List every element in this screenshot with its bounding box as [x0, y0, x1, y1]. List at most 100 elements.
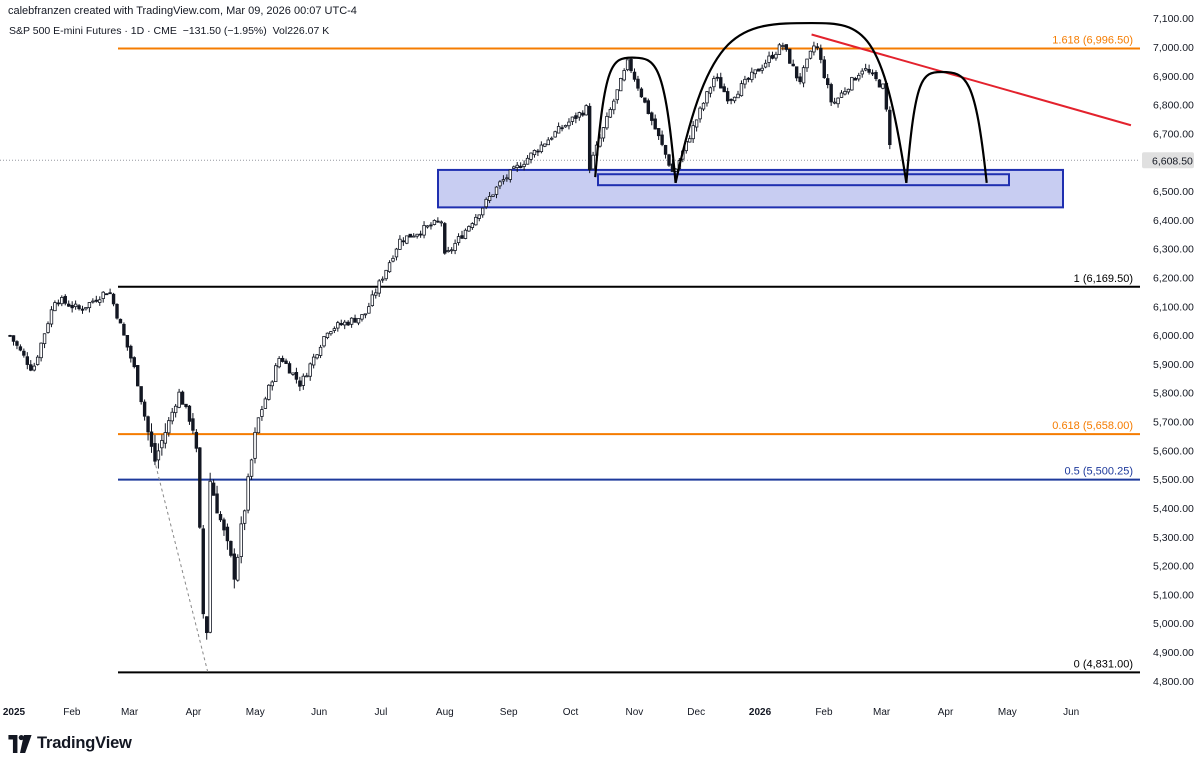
y-tick-label: 6,500.00 — [1153, 186, 1194, 198]
candle-up — [101, 291, 105, 299]
x-tick-label: Jul — [375, 707, 388, 718]
candle-up — [843, 91, 847, 95]
fib-level-label: 0.5 (5,500.25) — [1065, 466, 1134, 478]
descending-trendline — [811, 33, 1132, 127]
candle-down — [15, 341, 19, 346]
y-tick-label: 5,100.00 — [1153, 589, 1194, 601]
candle-down — [587, 105, 592, 171]
candle-down — [132, 357, 136, 368]
candle-up — [753, 69, 757, 75]
candle-up — [412, 235, 416, 238]
symbol-name[interactable]: S&P 500 E-mini Futures · 1D · CME — [9, 25, 177, 37]
y-tick-label: 5,800.00 — [1153, 388, 1194, 400]
candle-up — [422, 225, 426, 236]
candle-up — [246, 476, 250, 511]
candle-up — [570, 116, 575, 122]
candle-up — [698, 107, 702, 120]
candle-up — [615, 89, 619, 101]
candle-down — [56, 302, 61, 305]
candle-up — [377, 280, 381, 294]
candle-down — [715, 76, 720, 79]
candle-down — [339, 323, 343, 326]
candle-up — [688, 138, 692, 143]
candle-down — [822, 59, 826, 78]
candle-down — [757, 68, 761, 72]
candle-up — [425, 225, 430, 228]
candle-down — [111, 293, 116, 305]
fib-level-label: 1.618 (6,996.50) — [1052, 34, 1133, 46]
y-tick-label: 5,700.00 — [1153, 417, 1194, 429]
candle-up — [160, 440, 164, 449]
candle-down — [725, 91, 730, 102]
candle-up — [391, 257, 395, 262]
candle-up — [343, 321, 347, 326]
candle-down — [287, 363, 292, 374]
price-change: −131.50 (−1.95%) — [182, 25, 267, 37]
candle-down — [560, 127, 564, 130]
candle-down — [211, 482, 216, 496]
candle-up — [474, 216, 478, 226]
candle-up — [546, 139, 550, 146]
time-axis[interactable]: 2025 Feb Mar Apr May Jun Jul Aug Sep Oct Nov Dec 202… — [3, 707, 1079, 718]
candle-up — [325, 332, 330, 339]
candle-up — [291, 372, 295, 375]
candle-up — [712, 78, 716, 88]
x-tick-label: Apr — [186, 707, 202, 718]
y-tick-label: 6,000.00 — [1153, 330, 1194, 342]
candle-up — [763, 62, 768, 68]
candle-down — [146, 416, 150, 433]
candle-down — [798, 76, 802, 83]
pattern-arc — [594, 56, 677, 183]
fib-level-label: 0.618 (5,658.00) — [1052, 420, 1133, 432]
candle-down — [632, 71, 637, 80]
pattern-arc — [674, 21, 908, 184]
candle-up — [467, 226, 471, 232]
y-tick-label: 6,900.00 — [1153, 71, 1194, 83]
candle-up — [532, 150, 537, 156]
candle-down — [180, 391, 185, 405]
candle-up — [329, 331, 333, 335]
price-axis[interactable]: 7,100.00 7,000.00 6,900.00 6,800.00 6,700.00… — [1142, 13, 1194, 688]
x-tick-label: Oct — [563, 707, 579, 718]
candle-down — [218, 514, 223, 521]
candle-up — [584, 105, 588, 116]
candle-up — [622, 70, 626, 81]
candle-up — [374, 292, 378, 296]
pattern-arcs — [594, 21, 988, 184]
candle-down — [418, 233, 423, 236]
candle-down — [22, 350, 26, 356]
candle-up — [463, 229, 468, 239]
tradingview-brand[interactable]: TradingView — [8, 734, 132, 753]
candle-up — [860, 70, 864, 75]
y-tick-label: 5,000.00 — [1153, 618, 1194, 630]
candle-down — [650, 112, 654, 121]
y-tick-label: 6,100.00 — [1153, 301, 1194, 313]
candle-up — [512, 166, 516, 169]
x-tick-label: Feb — [63, 707, 81, 718]
candle-down — [870, 72, 875, 75]
candle-up — [367, 306, 371, 314]
candle-down — [829, 84, 833, 103]
candle-up — [256, 417, 261, 434]
candle-down — [443, 223, 447, 254]
candle-up — [91, 300, 95, 303]
y-tick-label: 7,100.00 — [1153, 13, 1194, 25]
candle-down — [67, 303, 71, 307]
candle-down — [298, 380, 302, 387]
drawing-annotations — [0, 33, 1140, 673]
candle-down — [115, 303, 119, 319]
candle-down — [184, 403, 188, 408]
candle-up — [167, 420, 171, 434]
candle-up — [370, 294, 375, 307]
candle-up — [619, 78, 623, 92]
candle-down — [232, 553, 237, 580]
candle-up — [356, 318, 361, 324]
candle-up — [705, 91, 709, 104]
candle-up — [449, 249, 454, 252]
candle-down — [794, 66, 799, 79]
candle-down — [122, 323, 126, 336]
candle-up — [239, 523, 243, 557]
candle-up — [260, 409, 264, 417]
candle-up — [98, 299, 102, 303]
